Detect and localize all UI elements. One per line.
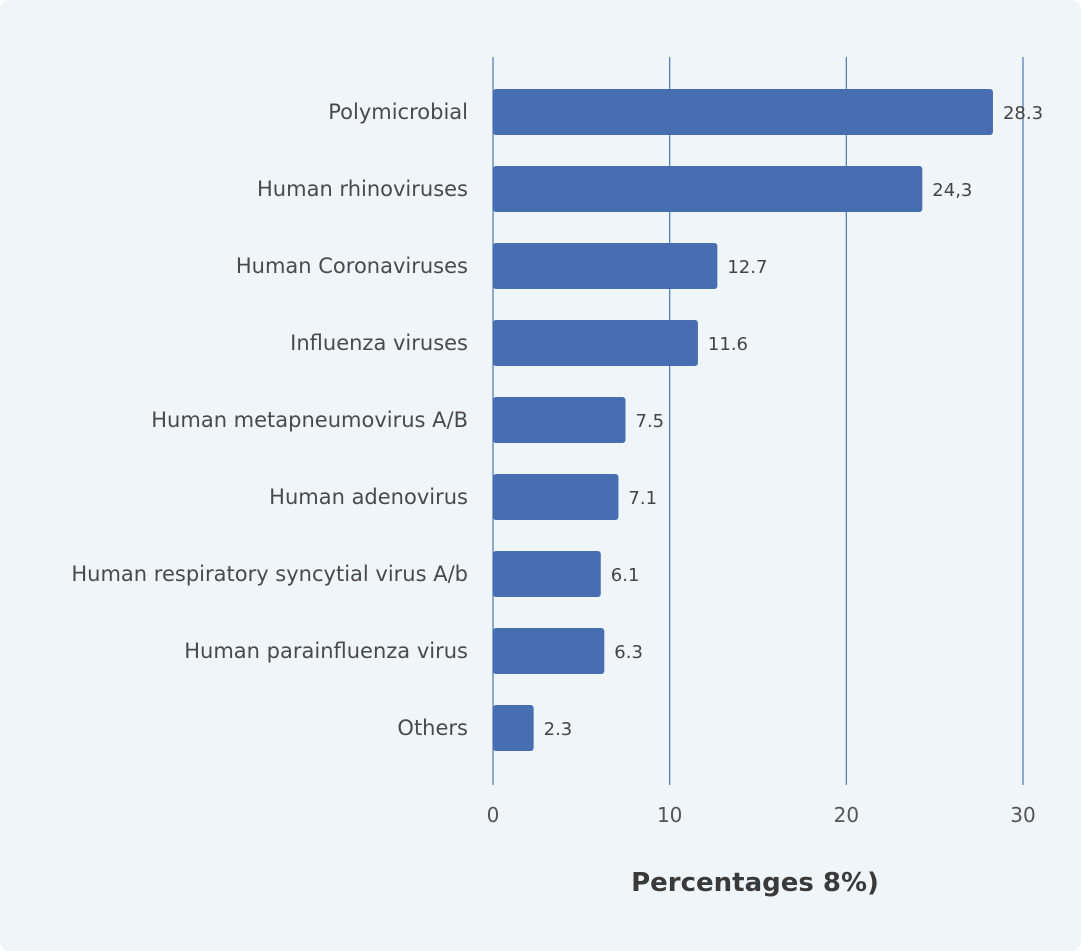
value-label: 2.3 (544, 719, 573, 740)
bar (493, 89, 993, 135)
value-label: 11.6 (708, 334, 748, 355)
bar (493, 397, 626, 443)
bar (493, 320, 698, 366)
value-label: 6.1 (611, 565, 640, 586)
category-label: Influenza viruses (290, 331, 468, 355)
category-label: Human Coronaviruses (236, 254, 468, 278)
value-label: 7.1 (628, 488, 657, 509)
bar (493, 243, 718, 289)
value-label: 28.3 (1003, 103, 1043, 124)
x-tick-label: 30 (1010, 803, 1035, 827)
x-axis-title: Percentages 8%) (631, 868, 879, 898)
bar (493, 551, 601, 597)
category-labels: Polymicrobial Human rhinoviruses Human Cor… (71, 100, 468, 740)
value-labels: 28.3 24,3 12.7 11.6 7.5 7.1 6.1 6.3 2.3 (544, 103, 1043, 740)
bar (493, 474, 619, 520)
value-label: 6.3 (614, 642, 643, 663)
category-label: Human parainfluenza virus (184, 639, 468, 663)
value-label: 24,3 (932, 180, 972, 201)
x-tick-label: 0 (487, 803, 500, 827)
category-label: Others (397, 716, 468, 740)
bars-layer (493, 89, 993, 751)
category-label: Polymicrobial (328, 100, 468, 124)
category-label: Human rhinoviruses (257, 177, 468, 201)
value-label: 12.7 (727, 257, 767, 278)
bar (493, 628, 605, 674)
bar (493, 166, 923, 212)
category-label: Human respiratory syncytial virus A/b (71, 562, 468, 586)
value-label: 7.5 (636, 411, 665, 432)
category-label: Human metapneumovirus A/B (151, 408, 468, 432)
x-tick-label: 20 (834, 803, 859, 827)
bar (493, 705, 534, 751)
x-tick-label: 10 (657, 803, 682, 827)
x-axis-ticks: 0 10 20 30 (487, 803, 1036, 827)
category-label: Human adenovirus (269, 485, 468, 509)
